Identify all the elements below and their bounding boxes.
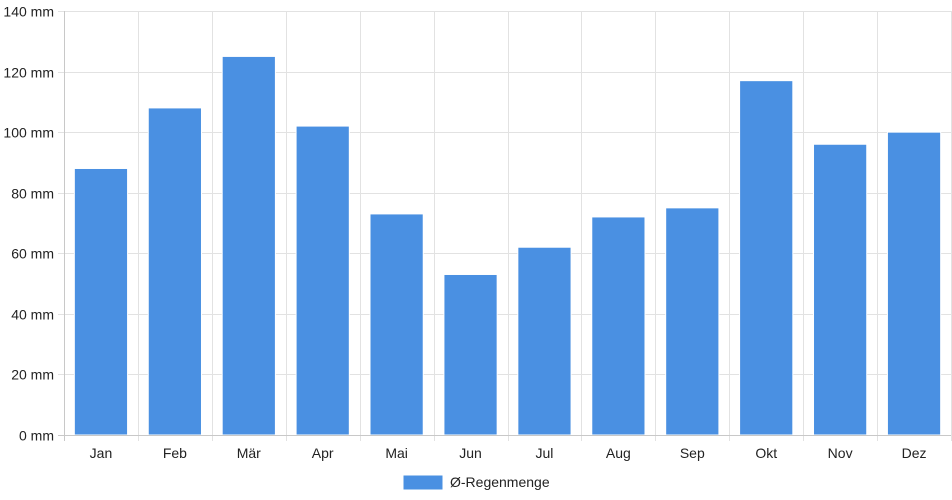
x-tick-labels: Jan Feb Mär Apr Mai Jun Jul Aug Sep Okt Nov Dez [90,445,927,461]
bar-jul[interactable] [517,246,572,436]
bar-mai[interactable] [369,213,424,436]
x-tick-label: Nov [828,445,853,461]
grid-lines [58,11,952,441]
bar-jan[interactable] [73,167,129,436]
y-tick-label: 0 mm [19,428,54,444]
bars [73,55,942,436]
y-tick-label: 140 mm [3,4,54,20]
x-tick-label: Jun [459,445,482,461]
y-tick-label: 40 mm [11,307,54,323]
x-tick-label: Mär [237,445,261,461]
x-tick-label: Jul [536,445,554,461]
x-tick-label: Sep [680,445,705,461]
bar-dez[interactable] [886,131,942,436]
bar-feb[interactable] [147,107,202,436]
bar-okt[interactable] [739,80,794,436]
bar-sep[interactable] [665,207,720,436]
y-tick-label: 20 mm [11,367,54,383]
legend-label[interactable]: Ø-Regenmenge [450,474,550,490]
bar-nov[interactable] [813,143,868,436]
bar-mär[interactable] [221,55,276,436]
x-tick-label: Apr [312,445,334,461]
y-tick-label: 80 mm [11,186,54,202]
x-tick-label: Dez [902,445,927,461]
y-tick-label: 60 mm [11,246,54,262]
y-tick-label: 120 mm [3,65,54,81]
legend[interactable]: Ø-Regenmenge [402,474,550,491]
x-tick-label: Okt [755,445,777,461]
x-tick-label: Feb [163,445,187,461]
bar-jun[interactable] [443,273,498,436]
legend-swatch[interactable] [402,474,444,491]
bar-apr[interactable] [295,125,350,436]
y-tick-labels: 0 mm 20 mm 40 mm 60 mm 80 mm 100 mm 120 mm 140 … [3,4,54,444]
y-tick-label: 100 mm [3,125,54,141]
x-tick-label: Mai [385,445,408,461]
x-tick-label: Aug [606,445,631,461]
axes [58,11,951,441]
bar-aug[interactable] [591,216,646,436]
x-tick-label: Jan [90,445,113,461]
